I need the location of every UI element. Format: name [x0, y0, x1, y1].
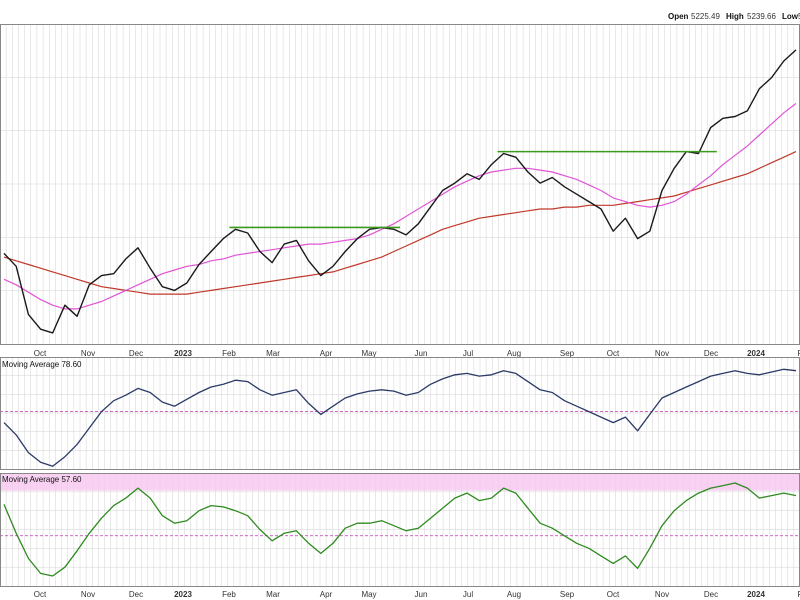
month-label: Dec: [129, 590, 143, 599]
month-label: Sep: [560, 349, 575, 358]
bottom-axis-labels: Oct Nov Dec 2023 Feb Mar Apr May Jun Jul Aug Sep Oct…: [34, 590, 800, 599]
month-label: Feb: [222, 590, 236, 599]
month-label: Aug: [507, 590, 521, 599]
month-label: F: [798, 349, 800, 358]
indicator-series: [3, 368, 797, 467]
grid: [0, 24, 800, 586]
month-label: Oct: [34, 590, 47, 599]
open-value: 5225.49: [691, 12, 720, 21]
month-label: 2024: [747, 349, 765, 358]
month-label: Jun: [415, 590, 428, 599]
overbought-band: [0, 473, 800, 491]
month-label: 2023: [174, 349, 192, 358]
month-label: Oct: [607, 349, 620, 358]
series-ma_short: [3, 103, 797, 310]
month-label: Dec: [129, 349, 143, 358]
series-price: [3, 49, 797, 334]
indicator-1-panel: [0, 368, 800, 467]
month-label: May: [361, 349, 376, 358]
month-label: Oct: [34, 349, 47, 358]
series-ma_long: [3, 151, 797, 295]
month-label: Nov: [81, 349, 95, 358]
high-value: 5239.66: [747, 12, 776, 21]
low-label: Low: [782, 12, 799, 21]
month-label: Mar: [266, 349, 280, 358]
month-label: Jun: [415, 349, 428, 358]
price-panel: [3, 49, 797, 334]
month-label: Nov: [655, 590, 669, 599]
month-label: Apr: [320, 590, 333, 599]
indicator-2-panel: [0, 473, 800, 577]
month-label: 2024: [747, 590, 765, 599]
month-label: Oct: [607, 590, 620, 599]
month-label: 2023: [174, 590, 192, 599]
month-label: May: [361, 590, 376, 599]
month-label: Aug: [507, 349, 521, 358]
month-label: Jul: [463, 590, 473, 599]
month-label: Apr: [320, 349, 333, 358]
month-label: Sep: [560, 590, 575, 599]
high-label: High: [726, 12, 744, 21]
month-label: Nov: [655, 349, 669, 358]
month-label: Dec: [704, 349, 718, 358]
month-label: Jul: [463, 349, 473, 358]
open-label: Open: [668, 12, 689, 21]
indicator-2-title: Moving Average 57.60: [2, 475, 82, 484]
ohlc-readout: Open 5225.49 High 5239.66 Low 5: [668, 12, 800, 21]
month-label: F: [798, 590, 800, 599]
month-label: Feb: [222, 349, 236, 358]
low-value: 5: [798, 12, 800, 21]
month-label: Dec: [704, 590, 718, 599]
indicator-series: [3, 482, 797, 577]
indicator-1-title: Moving Average 78.60: [2, 360, 82, 369]
month-label: Nov: [81, 590, 95, 599]
month-label: Mar: [266, 590, 280, 599]
price-axis-labels: Oct Nov Dec 2023 Feb Mar Apr May Jun Jul Aug Sep Oct…: [34, 349, 800, 358]
